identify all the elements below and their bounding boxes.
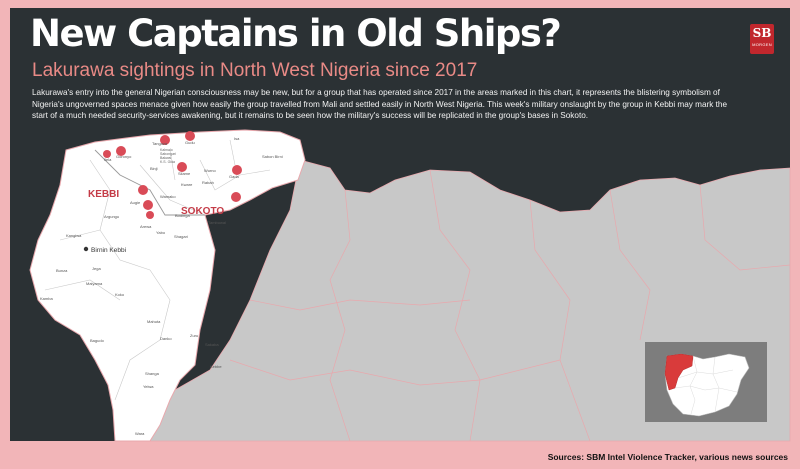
town-label: Wurno (204, 168, 216, 173)
inset-svg (664, 353, 750, 417)
town-label: Kamba (40, 296, 53, 301)
town-label: Tangaza (152, 141, 168, 146)
circle-marker-icon (138, 185, 148, 195)
town-label: Kware (181, 182, 193, 187)
state-label-sokoto: SOKOTO (181, 206, 224, 217)
town-label: Ilela (104, 157, 112, 162)
town-label: Sakaba (205, 342, 219, 347)
town-label: Wara (135, 431, 145, 436)
sources-note: Sources: SBM Intel Violence Tracker, var… (547, 452, 788, 462)
neighbor-region (129, 159, 791, 442)
logo-mark: SB (752, 26, 772, 40)
town-label: Yelwa (143, 384, 154, 389)
intro-paragraph: Lakurawa's entry into the general Nigeri… (32, 88, 728, 120)
town-label: Gudu (185, 140, 195, 145)
town-label: Koko (115, 292, 125, 297)
tangaza-list: Kalmalo Sabongari Bakwai K.S. Gida (160, 148, 176, 164)
circle-marker-icon (177, 162, 187, 172)
page-subtitle: Lakurawa sightings in North West Nigeria… (32, 60, 478, 81)
town-label: Augie (130, 200, 141, 205)
tangaza-list-item: Sabongari (160, 152, 176, 156)
town-label: Bodinga (175, 213, 190, 218)
capital-dot-icon (83, 246, 89, 252)
kebbi-sokoto-border (94, 149, 205, 216)
circle-marker-icon (143, 200, 153, 210)
town-label: Kebbe (210, 364, 222, 369)
capital-label: Birnin Kebbi (91, 247, 126, 254)
town-label: Maiyama (86, 281, 103, 286)
town-label: Danko (160, 336, 172, 341)
circle-marker-icon (232, 165, 242, 175)
circle-marker-icon (103, 150, 111, 158)
town-label: Isa (234, 136, 240, 141)
town-label: Rabah (202, 180, 214, 185)
tangaza-list-item: Kalmalo (160, 148, 173, 152)
circle-marker-icon (116, 146, 126, 156)
town-label: Yabo (156, 230, 166, 235)
town-label: Wamako (160, 194, 176, 199)
sbm-logo: SB MORGEN (750, 24, 774, 54)
northwest-region (29, 129, 306, 442)
town-label: Binji (150, 166, 158, 171)
circle-marker-icon (231, 192, 241, 202)
town-label: Shanga (145, 371, 160, 376)
circle-marker-icon (160, 135, 170, 145)
sighting-markers (103, 131, 242, 219)
town-label: Goronyo (116, 154, 132, 159)
inset-nigeria-outline (664, 353, 750, 417)
town-label: Shagari (174, 234, 188, 239)
neighbor-boundaries (229, 169, 791, 442)
town-label: Bunza (56, 268, 68, 273)
tangaza-list-item: Bakwai (160, 156, 172, 160)
town-label: Sabon Birni (262, 154, 283, 159)
town-label: Tambuwal (208, 220, 226, 225)
town-label: Arewa (140, 224, 152, 229)
town-labels: Ilela Goronyo Tangaza Gudu Isa Sabon Bir… (40, 136, 283, 436)
circle-marker-icon (146, 211, 154, 219)
nigeria-inset-map (645, 342, 767, 422)
town-label: Zuru (190, 333, 198, 338)
town-label: Argungu (104, 214, 119, 219)
town-label: Silame (178, 171, 191, 176)
town-label: Gada (229, 174, 240, 179)
town-label: Kangiwa (66, 233, 82, 238)
logo-subtext: MORGEN (752, 42, 772, 47)
town-label: Jega (92, 266, 101, 271)
state-label-kebbi: KEBBI (88, 189, 119, 200)
inset-highlight-region (664, 353, 694, 391)
tangaza-list-item: K.S. Gida (160, 160, 175, 164)
town-label: Mahuta (147, 319, 161, 324)
inset-state-lines (674, 355, 738, 415)
lga-boundaries (44, 139, 271, 401)
town-label: Bagudo (90, 338, 105, 343)
circle-marker-icon (185, 131, 195, 141)
page-title: New Captains in Old Ships? (30, 12, 562, 55)
